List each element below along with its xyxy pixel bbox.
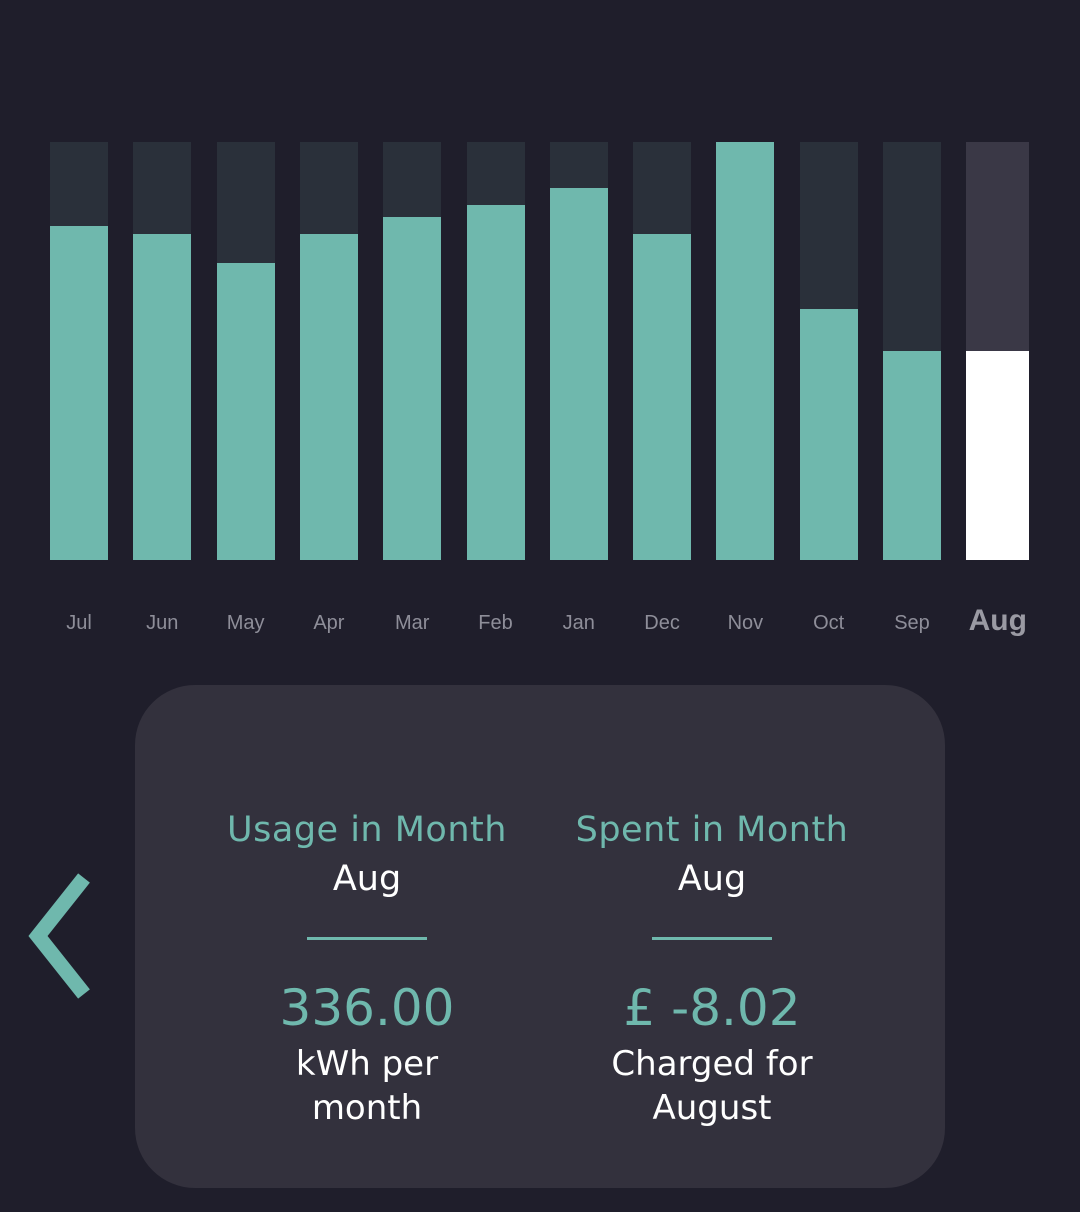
bar-may[interactable] [216, 142, 275, 560]
chevron-left-icon [28, 873, 90, 999]
bar-fill-jan [549, 188, 608, 560]
usage-title: Usage in Month [227, 810, 507, 850]
spent-title: Spent in Month [575, 810, 849, 850]
bar-fill-nov [716, 142, 775, 560]
previous-button[interactable] [22, 868, 102, 1004]
month-label-nov[interactable]: Nov [727, 612, 764, 634]
bar-apr[interactable] [299, 142, 358, 560]
bar-fill-may [216, 263, 275, 560]
bar-jul[interactable] [50, 142, 108, 560]
month-label-aug[interactable]: Aug [968, 604, 1027, 637]
usage-caption: kWh per month [295, 1044, 439, 1128]
bar-fill-sep [883, 351, 941, 560]
month-label-oct[interactable]: Oct [813, 612, 845, 634]
spent-month: Aug [677, 859, 747, 899]
spent-divider [652, 937, 772, 940]
usage-divider [307, 937, 427, 940]
usage-month: Aug [332, 859, 402, 899]
month-label-feb[interactable]: Feb [478, 612, 513, 634]
bar-nov[interactable] [716, 142, 775, 560]
bar-feb[interactable] [466, 142, 525, 560]
month-label-jun[interactable]: Jun [146, 612, 179, 634]
bar-fill-feb [466, 205, 525, 560]
month-label-jan[interactable]: Jan [562, 612, 595, 634]
bar-fill-jul [50, 226, 108, 560]
bar-fill-aug [966, 351, 1030, 560]
bar-fill-mar [383, 217, 442, 560]
month-label-mar[interactable]: Mar [394, 612, 430, 634]
bar-mar[interactable] [383, 142, 442, 560]
bar-fill-dec [633, 234, 692, 560]
bar-oct[interactable] [799, 142, 858, 560]
bar-jun[interactable] [133, 142, 192, 560]
usage-value: 336.00 [279, 979, 455, 1037]
bar-dec[interactable] [633, 142, 692, 560]
monthly-summary-card: Usage in Month Aug 336.00 kWh per month … [135, 685, 945, 1188]
bar-jan[interactable] [549, 142, 608, 560]
month-label-sep[interactable]: Sep [894, 612, 930, 634]
month-label-jul[interactable]: Jul [66, 612, 92, 634]
usage-stat: Usage in Month Aug 336.00 kWh per month [187, 805, 547, 1130]
bar-fill-oct [799, 309, 858, 560]
month-label-apr[interactable]: Apr [313, 612, 345, 634]
bar-fill-jun [133, 234, 192, 560]
monthly-usage-bar-chart: Jul Jun May Apr Mar Feb Jan Dec Nov Oct Sep Aug [50, 142, 1030, 637]
month-label-dec[interactable]: Dec [644, 612, 680, 634]
bar-sep[interactable] [883, 142, 941, 560]
spent-value: £ -8.02 [623, 979, 801, 1037]
spent-caption: Charged for August [611, 1044, 813, 1128]
month-label-may[interactable]: May [226, 612, 265, 634]
spent-stat: Spent in Month Aug £ -8.02 Charged for A… [532, 805, 892, 1130]
bar-aug[interactable] [966, 142, 1030, 560]
bar-fill-apr [299, 234, 358, 560]
